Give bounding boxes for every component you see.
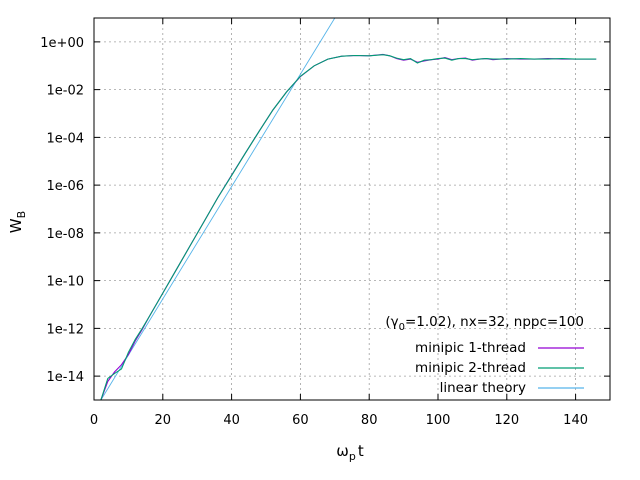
y-tick-label: 1e-12 [46, 322, 84, 337]
y-axis-label: WB [7, 211, 28, 233]
y-tick-label: 1e-14 [46, 370, 84, 385]
x-tick-label: 60 [292, 413, 309, 428]
grid [94, 18, 610, 400]
y-tick-label: 1e-10 [46, 275, 84, 290]
y-tick-label: 1e-04 [46, 131, 84, 146]
legend-label: minipic 1-thread [415, 340, 526, 356]
legend-label: linear theory [440, 380, 526, 396]
annotation-text: (γ0=1.02), nx=32, nppc=100 [385, 314, 584, 333]
y-tick-label: 1e-02 [46, 84, 84, 99]
legend-label: minipic 2-thread [415, 360, 526, 376]
legend: (γ0=1.02), nx=32, nppc=100 minipic 1-thr… [385, 314, 584, 396]
x-tick-label: 0 [90, 413, 98, 428]
series-line-minipic-2-thread [100, 54, 597, 400]
series-line-linear-theory [100, 18, 336, 400]
x-tick-label: 120 [494, 413, 519, 428]
series-group [100, 18, 597, 400]
plot-frame [93, 17, 611, 401]
x-tick-label: 20 [155, 413, 172, 428]
ticks: 0 20 40 60 80 100 120 140 1e-14 1e-12 1e-10 1e-08 1e… [40, 18, 610, 428]
x-tick-label: 80 [361, 413, 378, 428]
y-tick-label: 1e-08 [46, 227, 84, 242]
y-tick-label: 1e-06 [46, 179, 84, 194]
x-axis-label: ωp t [336, 442, 364, 463]
x-tick-label: 140 [563, 413, 588, 428]
x-tick-label: 100 [426, 413, 451, 428]
x-tick-label: 40 [223, 413, 240, 428]
y-tick-label: 1e+00 [40, 36, 84, 51]
